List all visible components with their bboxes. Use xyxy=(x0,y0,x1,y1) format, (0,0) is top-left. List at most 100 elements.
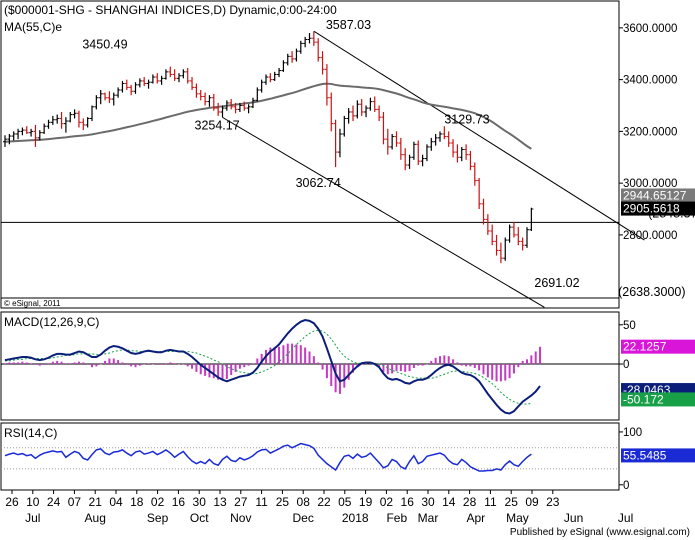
date-tick-label: 30 xyxy=(421,495,435,509)
price-bar xyxy=(264,74,268,85)
date-tick-label: 18 xyxy=(130,495,144,509)
price-bar xyxy=(398,137,403,160)
price-bar xyxy=(177,73,181,83)
macd-panel-frame xyxy=(0,311,620,421)
macd-histogram-bar xyxy=(51,361,54,365)
macd-histogram-bar xyxy=(217,364,220,380)
macd-histogram-bar xyxy=(8,362,11,365)
macd-line xyxy=(4,319,541,415)
price-bar xyxy=(481,198,486,225)
macd-histogram-bar xyxy=(199,364,202,375)
price-annotation: (2638.3000) xyxy=(618,285,685,299)
price-bar xyxy=(333,119,338,168)
price-bar xyxy=(442,126,447,140)
date-tick-label: 19 xyxy=(359,495,373,509)
macd-histogram-bar xyxy=(421,364,424,366)
price-bar xyxy=(46,119,51,129)
macd-histogram-bar xyxy=(338,364,341,394)
macd-histogram-bar xyxy=(491,364,494,380)
price-bars xyxy=(3,31,534,264)
macd-histogram-bar xyxy=(369,363,372,365)
month-label: Feb xyxy=(386,511,407,525)
macd-histogram-bar xyxy=(108,358,111,365)
macd-axis-label: 0 xyxy=(623,359,629,371)
rsi-title: RSI(14,C) xyxy=(4,426,57,440)
price-bar xyxy=(129,84,134,96)
month-label: Jul xyxy=(618,511,633,525)
close-value-tag: 2905.5618 xyxy=(623,202,680,216)
macd-histogram-bar xyxy=(417,364,420,366)
price-bar xyxy=(455,144,460,163)
channel-lower-line xyxy=(222,116,545,308)
price-bar xyxy=(337,128,342,158)
price-bar xyxy=(29,128,34,137)
price-bar xyxy=(468,150,473,171)
month-label: Mar xyxy=(418,511,439,525)
price-bar xyxy=(411,141,416,160)
price-bar xyxy=(94,95,99,110)
price-bar xyxy=(133,82,138,94)
macd-histogram-bar xyxy=(99,364,102,365)
ma55-line xyxy=(4,82,532,150)
macd-histogram-bar xyxy=(321,364,324,370)
macd-histogram-bar xyxy=(256,358,259,365)
price-bar xyxy=(351,105,355,122)
price-bar xyxy=(203,92,208,106)
ma-label: MA(55,C)e xyxy=(4,20,62,34)
macd-histogram-bar xyxy=(247,364,250,366)
macd-histogram-bar xyxy=(286,343,289,365)
macd-histogram-bar xyxy=(408,364,411,372)
rsi-axis-label: 100 xyxy=(623,427,642,439)
macd-histogram-bar xyxy=(134,364,137,368)
price-bar xyxy=(37,130,42,141)
macd-histogram-bar xyxy=(399,364,402,372)
price-bar xyxy=(3,135,7,147)
price-bar xyxy=(420,154,425,167)
price-bar xyxy=(394,131,399,147)
macd-histogram-bar xyxy=(312,356,315,365)
price-bar xyxy=(438,131,442,142)
price-bar xyxy=(503,237,508,261)
macd-histogram-bar xyxy=(530,355,533,365)
macd-panel: 50 0 MACD(12,26,9,C) 22.1257-28.0463-50.1… xyxy=(0,311,695,421)
macd-histogram-bar xyxy=(469,364,472,367)
month-label: Apr xyxy=(466,511,485,525)
month-label: Sep xyxy=(147,511,169,525)
date-tick-label: 16 xyxy=(401,495,415,509)
price-bar xyxy=(63,117,68,133)
date-tick-label: 09 xyxy=(525,495,539,509)
price-bar xyxy=(472,162,477,186)
price-annotation: 3587.03 xyxy=(326,18,371,32)
price-bar xyxy=(163,69,168,80)
macd-histogram-bar xyxy=(17,362,20,365)
macd-histogram-bar xyxy=(151,364,154,365)
date-tick-label: 10 xyxy=(26,495,40,509)
price-bar xyxy=(237,102,242,112)
price-bar xyxy=(281,60,286,72)
macd-histogram-bar xyxy=(125,364,128,365)
price-bar xyxy=(390,133,395,150)
month-label: Oct xyxy=(190,511,209,525)
macd-histogram-bar xyxy=(77,361,80,365)
ma-value-tag-bg xyxy=(621,188,695,203)
macd-histogram-bar xyxy=(391,364,394,374)
price-bar xyxy=(498,242,503,264)
macd-histogram-bar xyxy=(478,364,481,371)
macd-histogram-bar xyxy=(539,346,542,365)
macd-histogram-bar xyxy=(395,364,398,372)
macd-histogram-bar xyxy=(130,364,133,367)
price-bar xyxy=(85,117,90,128)
macd-histogram-bar xyxy=(291,343,294,365)
price-bar xyxy=(529,207,534,232)
date-axis: 26 10 24 07 21 04 18 02 16 30 13 27 11 25 08 22 05 19 02 16… xyxy=(5,490,633,525)
price-bar xyxy=(303,36,308,48)
month-label: Aug xyxy=(85,511,106,525)
macd-histogram-bar xyxy=(191,364,194,369)
ma-value-tag: 2944.65127 xyxy=(623,188,687,202)
macd-histogram-bar xyxy=(534,351,537,365)
macd-signal-line xyxy=(5,329,532,405)
price-annotation: 2691.02 xyxy=(534,276,579,290)
price-bar xyxy=(477,177,482,210)
macd-axis-label: 50 xyxy=(623,320,636,332)
price-bar xyxy=(272,71,277,81)
